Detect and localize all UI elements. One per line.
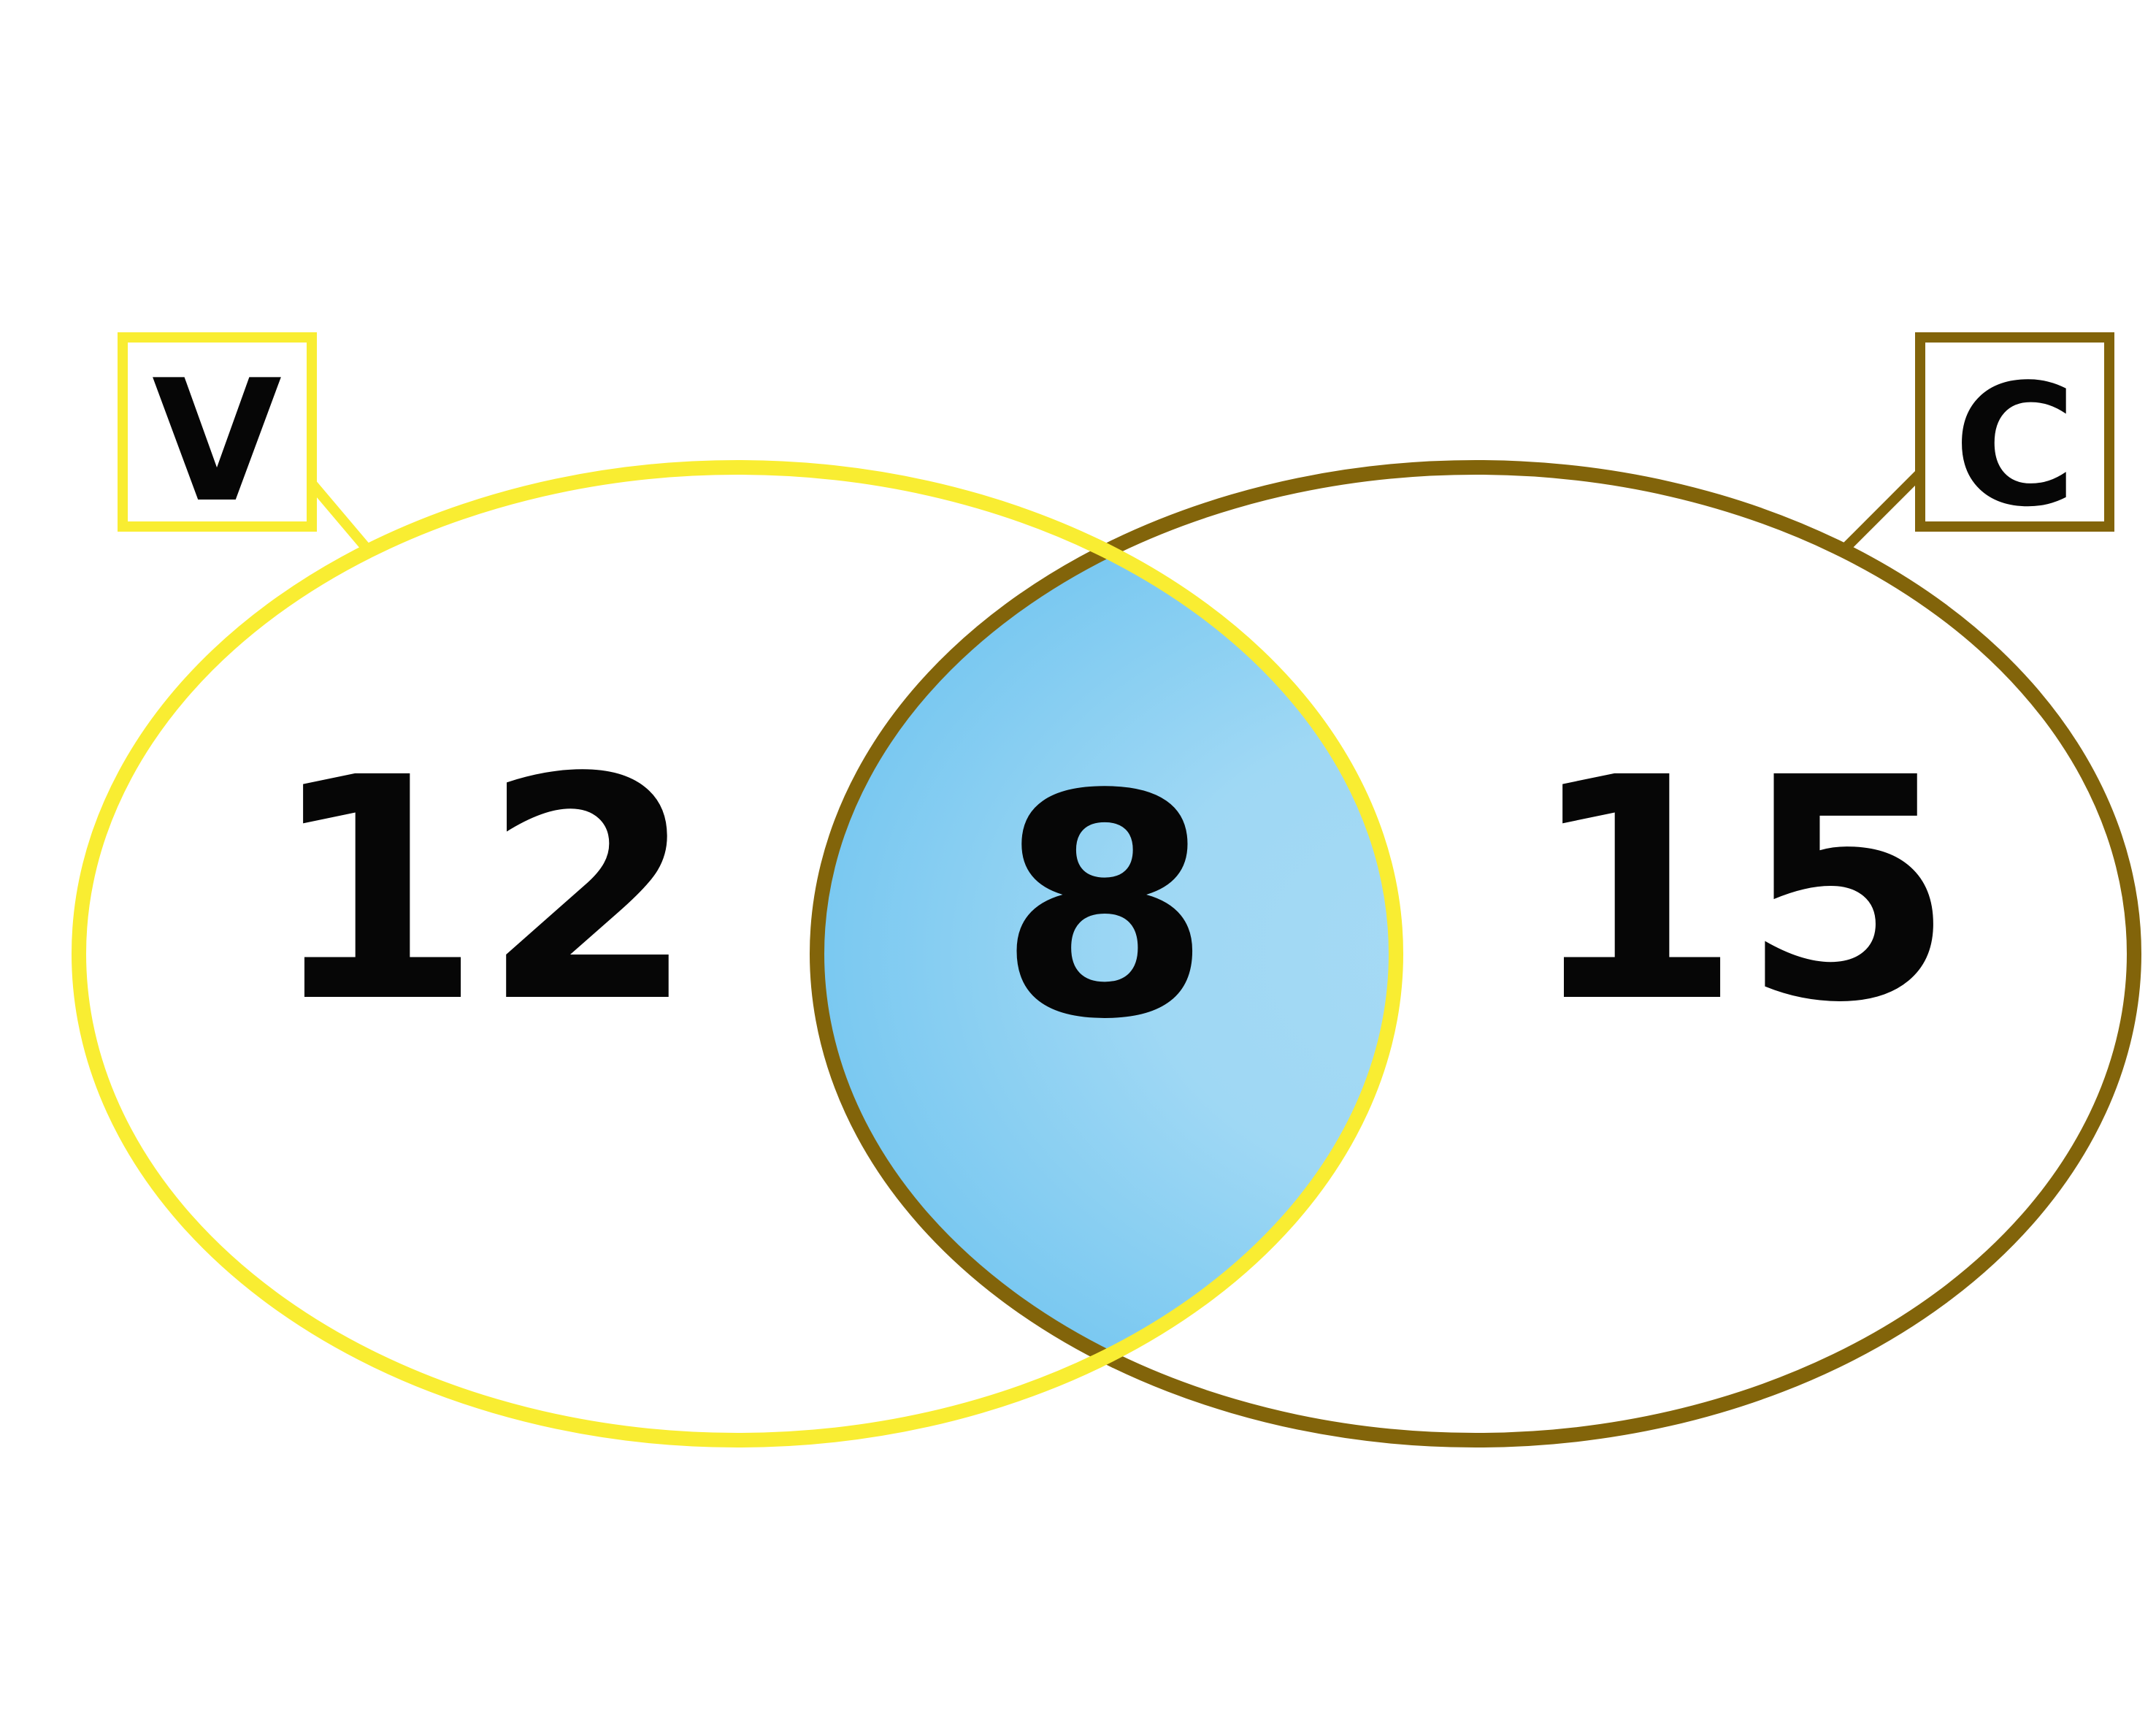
set-v-label-box [118, 332, 317, 532]
set-v-ellipse [72, 460, 1403, 1447]
set-v-only-count: 12 [269, 713, 695, 1070]
set-c-ellipse [810, 460, 2141, 1447]
set-c-label-box [1915, 332, 2114, 532]
set-c-connector [1839, 470, 1924, 554]
set-c-only-count: 15 [1528, 713, 1954, 1070]
set-v-connector [307, 480, 372, 554]
intersection-region [817, 467, 1396, 1440]
set-c-label: C [1954, 349, 2077, 544]
set-v-label: V [152, 345, 282, 540]
intersection-count: 8 [998, 730, 1211, 1087]
